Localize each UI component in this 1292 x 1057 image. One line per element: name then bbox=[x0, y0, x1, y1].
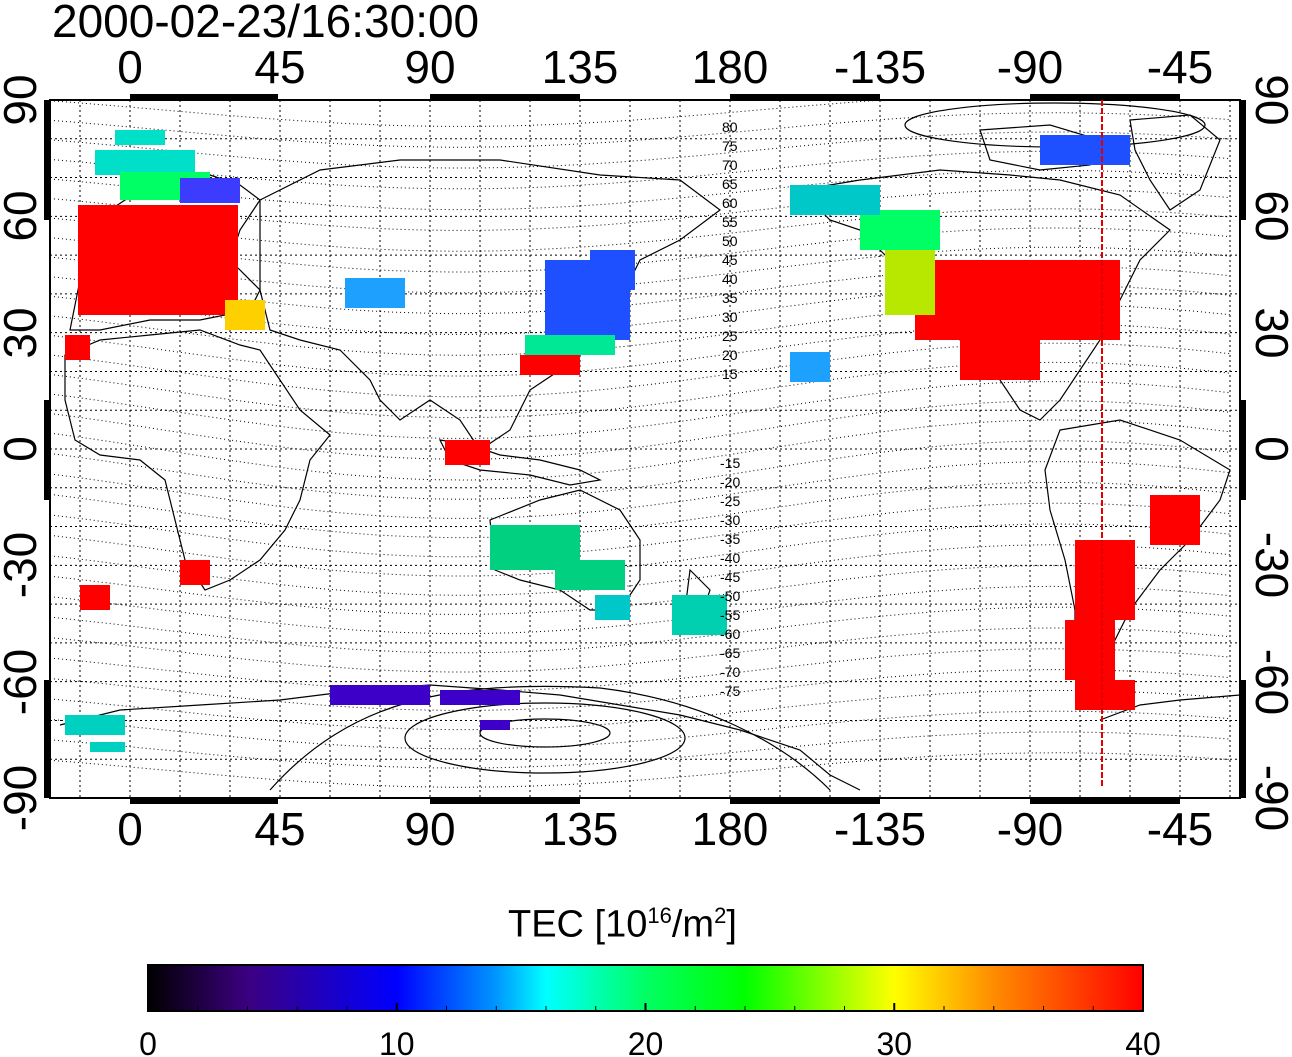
contour-label: -15 bbox=[720, 455, 740, 471]
colorbar-tick-label: 30 bbox=[876, 1026, 912, 1057]
tec-patch-australia bbox=[490, 525, 625, 590]
lat-tick-label-left: 0 bbox=[0, 436, 46, 462]
coastline-antarctica bbox=[59, 684, 1240, 791]
lon-tick-label-top: -90 bbox=[997, 41, 1063, 93]
contour-label: 65 bbox=[722, 176, 738, 192]
tec-patch-alaska bbox=[790, 185, 880, 215]
lat-tick-label-left: 90 bbox=[0, 74, 46, 125]
page-title: 2000-02-23/16:30:00 bbox=[52, 0, 480, 47]
contour-label: -75 bbox=[720, 683, 740, 699]
contour-label: -60 bbox=[720, 626, 740, 642]
tec-patch-southeast-australia bbox=[595, 595, 630, 620]
tec-data-layer bbox=[65, 130, 1200, 752]
lat-tick-label-right: 90 bbox=[1246, 74, 1292, 125]
tec-patch-canada bbox=[860, 210, 940, 250]
tec-patch-west-canada bbox=[885, 245, 935, 315]
axis-labels: 0045459090135135180180-135-135-90-90-45-… bbox=[0, 41, 1292, 855]
lat-tick-label-left: 30 bbox=[0, 307, 46, 358]
tec-patch-central-asia bbox=[345, 278, 405, 308]
contour-label: 60 bbox=[722, 195, 738, 211]
lat-tick-label-right: -30 bbox=[1246, 532, 1292, 598]
colorbar-ticks: 0 10 20 30 40 bbox=[139, 1003, 1161, 1057]
lon-tick-label-top: 135 bbox=[542, 41, 619, 93]
coastline-asia bbox=[259, 159, 721, 451]
tec-patch-middle-east bbox=[225, 300, 265, 330]
contour-label: 45 bbox=[722, 252, 738, 268]
lon-tick-label-bottom: 0 bbox=[117, 803, 143, 855]
contour-label: -65 bbox=[720, 645, 740, 661]
contour-label: -35 bbox=[720, 531, 740, 547]
lon-tick-label-bottom: -45 bbox=[1147, 803, 1213, 855]
colorbar-title: TEC [1016/m2] bbox=[508, 903, 737, 946]
lon-tick-label-top: 90 bbox=[404, 41, 455, 93]
tec-patch-east-china bbox=[525, 335, 615, 355]
tec-patch-north-atlantic bbox=[95, 130, 195, 175]
lon-tick-label-bottom: 45 bbox=[254, 803, 305, 855]
contour-label: 50 bbox=[722, 233, 738, 249]
lat-tick-label-left: 60 bbox=[0, 190, 46, 241]
tec-patch-north-scandinavia bbox=[180, 178, 240, 203]
lat-tick-label-left: -30 bbox=[0, 532, 46, 598]
lon-tick-label-bottom: 135 bbox=[542, 803, 619, 855]
lat-tick-label-right: 60 bbox=[1246, 190, 1292, 241]
contour-label: 30 bbox=[722, 309, 738, 325]
lon-tick-label-bottom: 90 bbox=[404, 803, 455, 855]
coastline-africa bbox=[64, 329, 331, 591]
contour-label: 35 bbox=[722, 290, 738, 306]
tec-patch-south-china bbox=[520, 355, 580, 375]
contour-label: 70 bbox=[722, 157, 738, 173]
contour-label: -70 bbox=[720, 664, 740, 680]
tec-patch-arctic-canada bbox=[1040, 135, 1130, 165]
lat-tick-label-right: -90 bbox=[1246, 765, 1292, 831]
lat-tick-label-left: -90 bbox=[0, 765, 46, 831]
contour-labels: 80 75 70 65 60 55 50 45 40 35 30 25 20 15 -15 -20 -25 -30… bbox=[720, 119, 740, 699]
frame-tick-bars bbox=[44, 94, 1246, 804]
coastline-greenland bbox=[1129, 114, 1221, 211]
grid-lines bbox=[50, 100, 1240, 798]
contour-label: -20 bbox=[720, 474, 740, 490]
tec-patch-antarctica-west bbox=[65, 715, 125, 752]
contour-label: -45 bbox=[720, 569, 740, 585]
tec-patch-antarctica bbox=[330, 685, 520, 730]
lat-tick-label-right: 30 bbox=[1246, 307, 1292, 358]
lon-tick-label-bottom: -90 bbox=[997, 803, 1063, 855]
tec-patch-hawaii bbox=[790, 352, 830, 382]
lon-tick-label-bottom: -135 bbox=[834, 803, 926, 855]
contour-label: -30 bbox=[720, 512, 740, 528]
contour-label: -40 bbox=[720, 550, 740, 566]
lon-tick-label-bottom: 180 bbox=[692, 803, 769, 855]
lon-tick-label-top: -45 bbox=[1147, 41, 1213, 93]
contour-label: 75 bbox=[722, 138, 738, 154]
lat-tick-label-right: -60 bbox=[1246, 649, 1292, 715]
lat-tick-label-right: 0 bbox=[1246, 436, 1292, 462]
contour-label: 25 bbox=[722, 328, 738, 344]
colorbar-tick-label: 20 bbox=[628, 1026, 664, 1057]
contour-label: 40 bbox=[722, 271, 738, 287]
tec-patch-japan bbox=[545, 250, 635, 340]
colorbar-tick-label: 10 bbox=[379, 1026, 415, 1057]
contour-label: 55 bbox=[722, 214, 738, 230]
lon-tick-label-top: 0 bbox=[117, 41, 143, 93]
colorbar-tick-label: 0 bbox=[139, 1026, 157, 1057]
tec-patch-south-america bbox=[1065, 495, 1200, 710]
tec-patch-europe bbox=[65, 205, 238, 360]
contour-label: 80 bbox=[722, 119, 738, 135]
tec-patch-north-america bbox=[915, 260, 1120, 380]
contour-label: -50 bbox=[720, 588, 740, 604]
lon-tick-label-top: -135 bbox=[834, 41, 926, 93]
contour-label: 20 bbox=[722, 347, 738, 363]
lon-tick-label-top: 180 bbox=[692, 41, 769, 93]
contour-label: -25 bbox=[720, 493, 740, 509]
lat-tick-label-left: -60 bbox=[0, 649, 46, 715]
tec-patch-south-atlantic bbox=[80, 560, 210, 610]
tec-patch-indonesia bbox=[445, 440, 490, 465]
colorbar-tick-label: 40 bbox=[1125, 1026, 1161, 1057]
contour-label: 15 bbox=[722, 366, 738, 382]
tec-patch-new-zealand bbox=[672, 595, 727, 635]
lon-tick-label-top: 45 bbox=[254, 41, 305, 93]
contour-label: -55 bbox=[720, 607, 740, 623]
